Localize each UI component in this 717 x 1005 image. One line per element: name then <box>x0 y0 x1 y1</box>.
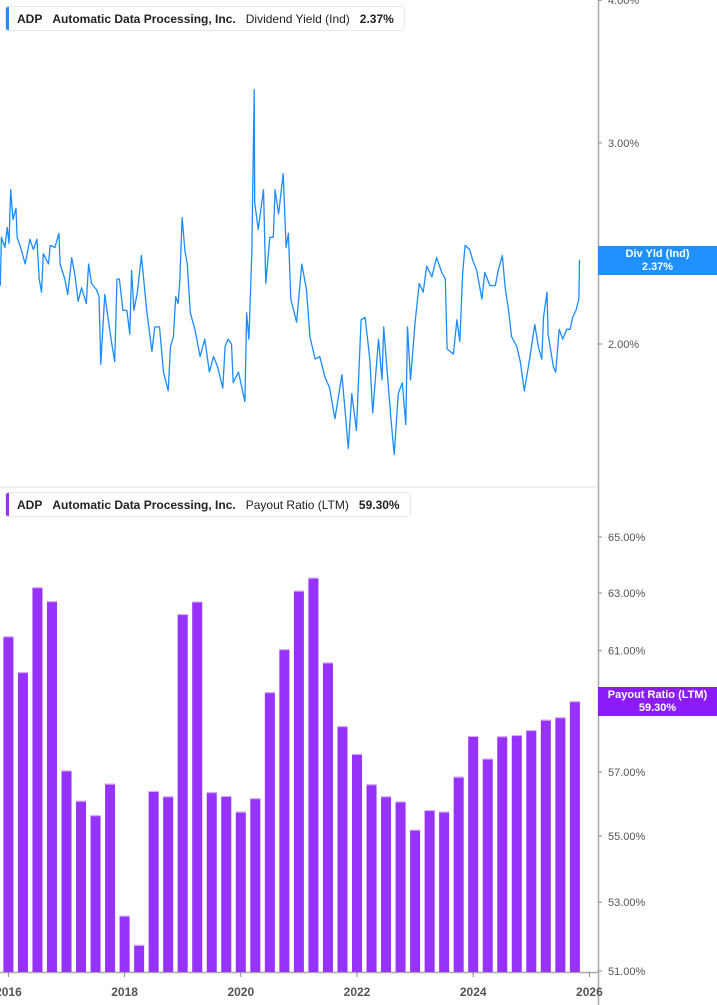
payout-ratio-bar[interactable] <box>395 801 406 972</box>
payout-ratio-bar[interactable] <box>526 730 537 972</box>
payout-ratio-bar[interactable] <box>3 636 14 972</box>
payout-ratio-bar[interactable] <box>352 753 362 972</box>
y-tick-label: 51.00% <box>608 966 646 978</box>
payout-ratio-bar[interactable] <box>439 811 450 972</box>
payout-ratio-bar[interactable] <box>17 672 28 972</box>
payout-ratio-bar[interactable] <box>511 735 522 972</box>
x-tick-label: 2024 <box>460 985 487 999</box>
payout-ratio-bar[interactable] <box>46 601 57 972</box>
top-legend-color-bar <box>6 7 9 30</box>
legend-metric: Dividend Yield (Ind) <box>245 11 350 26</box>
top-legend: ADP Automatic Data Processing, Inc. Divi… <box>5 6 405 31</box>
dividend-yield-value-tag: Div Yld (Ind) 2.37% <box>598 246 717 275</box>
payout-ratio-bar[interactable] <box>366 784 377 972</box>
bottom-y-axis-ticks: 65.00%63.00%61.00%59.00%57.00%55.00%53.0… <box>598 532 646 978</box>
x-tick-label: 2020 <box>227 985 254 999</box>
payout-ratio-bar[interactable] <box>163 796 174 972</box>
payout-ratio-bar[interactable] <box>453 776 464 972</box>
payout-ratio-bar[interactable] <box>105 783 116 972</box>
x-tick-label: 2022 <box>344 985 371 999</box>
payout-ratio-bar[interactable] <box>337 726 348 972</box>
payout-ratio-bar[interactable] <box>540 719 551 972</box>
payout-ratio-value-tag: Payout Ratio (LTM) 59.30% <box>598 687 717 716</box>
legend-ticker: ADP <box>17 497 43 512</box>
y-tick-label: 53.00% <box>608 897 646 909</box>
x-tick-label: 2018 <box>111 985 138 999</box>
payout-ratio-bar[interactable] <box>308 577 319 972</box>
dividend-yield-line <box>0 88 581 456</box>
payout-ratio-bar[interactable] <box>177 614 188 972</box>
payout-ratio-bar[interactable] <box>468 735 479 972</box>
payout-ratio-bar[interactable] <box>482 758 493 972</box>
payout-ratio-bar[interactable] <box>90 815 101 972</box>
top-y-axis-ticks: 4.00% 3.00% 2.00% <box>598 0 639 351</box>
bottom-legend-color-bar <box>6 493 9 516</box>
payout-ratio-bar[interactable] <box>206 792 217 972</box>
y-tick-label: 4.00% <box>608 0 639 7</box>
payout-ratio-bar[interactable] <box>322 662 333 972</box>
payout-ratio-bar[interactable] <box>264 692 275 972</box>
y-tick-label: 65.00% <box>608 532 646 544</box>
payout-ratio-bar[interactable] <box>221 796 232 972</box>
payout-ratio-bar[interactable] <box>235 811 246 972</box>
legend-company: Automatic Data Processing, Inc. <box>52 11 236 26</box>
payout-ratio-bar[interactable] <box>279 649 290 972</box>
tag-label: Payout Ratio (LTM) <box>607 689 708 701</box>
payout-ratio-bar[interactable] <box>61 770 72 972</box>
tag-value: 59.30% <box>638 702 677 714</box>
payout-ratio-bars <box>3 577 580 972</box>
payout-ratio-bar[interactable] <box>497 736 508 972</box>
bottom-legend: ADP Automatic Data Processing, Inc. Payo… <box>5 492 411 517</box>
payout-ratio-bar[interactable] <box>424 810 435 972</box>
payout-ratio-bar[interactable] <box>555 717 566 972</box>
x-tick-label: 2026 <box>576 985 603 999</box>
payout-ratio-bar[interactable] <box>32 587 43 972</box>
payout-ratio-bar[interactable] <box>293 590 304 972</box>
y-tick-label: 55.00% <box>608 831 646 843</box>
x-tick-label: 2016 <box>0 985 22 999</box>
tag-value: 2.37% <box>641 261 674 273</box>
y-tick-label: 63.00% <box>608 588 646 600</box>
y-tick-label: 61.00% <box>608 646 646 658</box>
payout-ratio-bar[interactable] <box>381 796 392 972</box>
payout-ratio-bar[interactable] <box>148 790 159 972</box>
payout-ratio-bar[interactable] <box>119 915 130 972</box>
legend-value: 2.37% <box>359 11 394 26</box>
y-tick-label: 2.00% <box>608 339 639 351</box>
x-axis-ticks: 2016 2018 2020 2022 2024 2026 <box>0 972 603 999</box>
legend-value: 59.30% <box>358 497 400 512</box>
y-tick-label: 3.00% <box>608 138 639 150</box>
payout-ratio-bar[interactable] <box>192 601 203 972</box>
tag-label: Div Yld (Ind) <box>625 248 690 260</box>
payout-ratio-bar[interactable] <box>250 798 261 972</box>
legend-ticker: ADP <box>17 11 43 26</box>
payout-ratio-bar[interactable] <box>410 829 421 972</box>
payout-ratio-bar[interactable] <box>569 701 580 972</box>
y-tick-label: 57.00% <box>608 767 646 779</box>
legend-metric: Payout Ratio (LTM) <box>245 497 349 512</box>
payout-ratio-bar[interactable] <box>134 944 145 972</box>
payout-ratio-bar[interactable] <box>76 800 87 972</box>
legend-company: Automatic Data Processing, Inc. <box>52 497 236 512</box>
